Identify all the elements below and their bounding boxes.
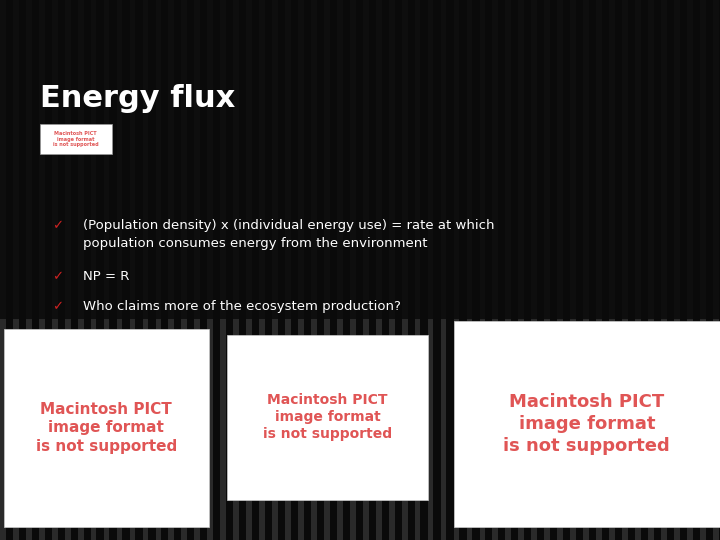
Bar bbox=[4, 329, 209, 526]
Bar bbox=[246, 0, 252, 540]
Bar bbox=[227, 335, 428, 500]
Text: Macintosh PICT
image format
is not supported: Macintosh PICT image format is not suppo… bbox=[263, 393, 392, 442]
Bar bbox=[52, 0, 58, 540]
Bar bbox=[570, 0, 576, 540]
Bar bbox=[596, 0, 602, 540]
Bar bbox=[324, 0, 330, 540]
Bar bbox=[544, 0, 550, 540]
Bar bbox=[285, 0, 291, 540]
Text: Macintosh PICT
image format
is not supported: Macintosh PICT image format is not suppo… bbox=[35, 402, 177, 454]
Bar bbox=[207, 0, 213, 540]
Bar bbox=[26, 0, 32, 540]
Bar bbox=[13, 0, 19, 540]
Bar bbox=[233, 0, 239, 540]
Bar bbox=[117, 0, 122, 540]
Bar bbox=[130, 0, 135, 540]
Bar bbox=[181, 0, 187, 540]
Bar bbox=[104, 0, 109, 540]
Bar bbox=[0, 0, 6, 540]
Bar bbox=[583, 0, 589, 540]
Text: NP = R: NP = R bbox=[83, 270, 129, 283]
Bar bbox=[91, 0, 96, 540]
Bar bbox=[480, 0, 485, 540]
Bar bbox=[622, 0, 628, 540]
Bar bbox=[220, 0, 226, 540]
Bar bbox=[492, 0, 498, 540]
Text: (Population density) x (individual energy use) = rate at which
population consum: (Population density) x (individual energ… bbox=[83, 219, 495, 249]
Bar bbox=[65, 0, 71, 540]
Bar bbox=[674, 0, 680, 540]
Bar bbox=[39, 0, 45, 540]
Text: ✓: ✓ bbox=[52, 219, 63, 232]
Bar bbox=[661, 0, 667, 540]
Bar bbox=[454, 321, 720, 526]
Bar bbox=[557, 0, 563, 540]
Bar bbox=[40, 124, 112, 154]
Bar bbox=[389, 0, 395, 540]
Bar bbox=[415, 0, 420, 540]
Bar bbox=[337, 0, 343, 540]
Bar bbox=[713, 0, 719, 540]
Bar bbox=[441, 0, 446, 540]
Bar bbox=[298, 0, 304, 540]
Text: Who claims more of the ecosystem production?: Who claims more of the ecosystem product… bbox=[83, 300, 400, 313]
Bar bbox=[376, 0, 382, 540]
Bar bbox=[635, 0, 641, 540]
Bar bbox=[78, 0, 84, 540]
Bar bbox=[168, 0, 174, 540]
Bar bbox=[363, 0, 369, 540]
Bar bbox=[0, 0, 720, 319]
Bar bbox=[272, 0, 278, 540]
Text: Energy flux: Energy flux bbox=[40, 84, 235, 113]
Bar bbox=[518, 0, 524, 540]
Bar bbox=[194, 0, 200, 540]
Bar bbox=[609, 0, 615, 540]
Bar bbox=[700, 0, 706, 540]
Bar bbox=[505, 0, 511, 540]
Bar bbox=[350, 0, 356, 540]
Bar bbox=[454, 0, 459, 540]
Text: Macintosh PICT
image format
is not supported: Macintosh PICT image format is not suppo… bbox=[53, 131, 99, 147]
Bar bbox=[648, 0, 654, 540]
Text: ✓: ✓ bbox=[52, 270, 63, 283]
Bar bbox=[259, 0, 265, 540]
Text: Macintosh PICT
image format
is not supported: Macintosh PICT image format is not suppo… bbox=[503, 393, 670, 455]
Bar bbox=[156, 0, 161, 540]
Bar bbox=[428, 0, 433, 540]
Bar bbox=[531, 0, 537, 540]
Text: ✓: ✓ bbox=[52, 300, 63, 313]
Bar bbox=[402, 0, 408, 540]
Bar bbox=[467, 0, 472, 540]
Bar bbox=[143, 0, 148, 540]
Bar bbox=[311, 0, 317, 540]
Bar bbox=[687, 0, 693, 540]
